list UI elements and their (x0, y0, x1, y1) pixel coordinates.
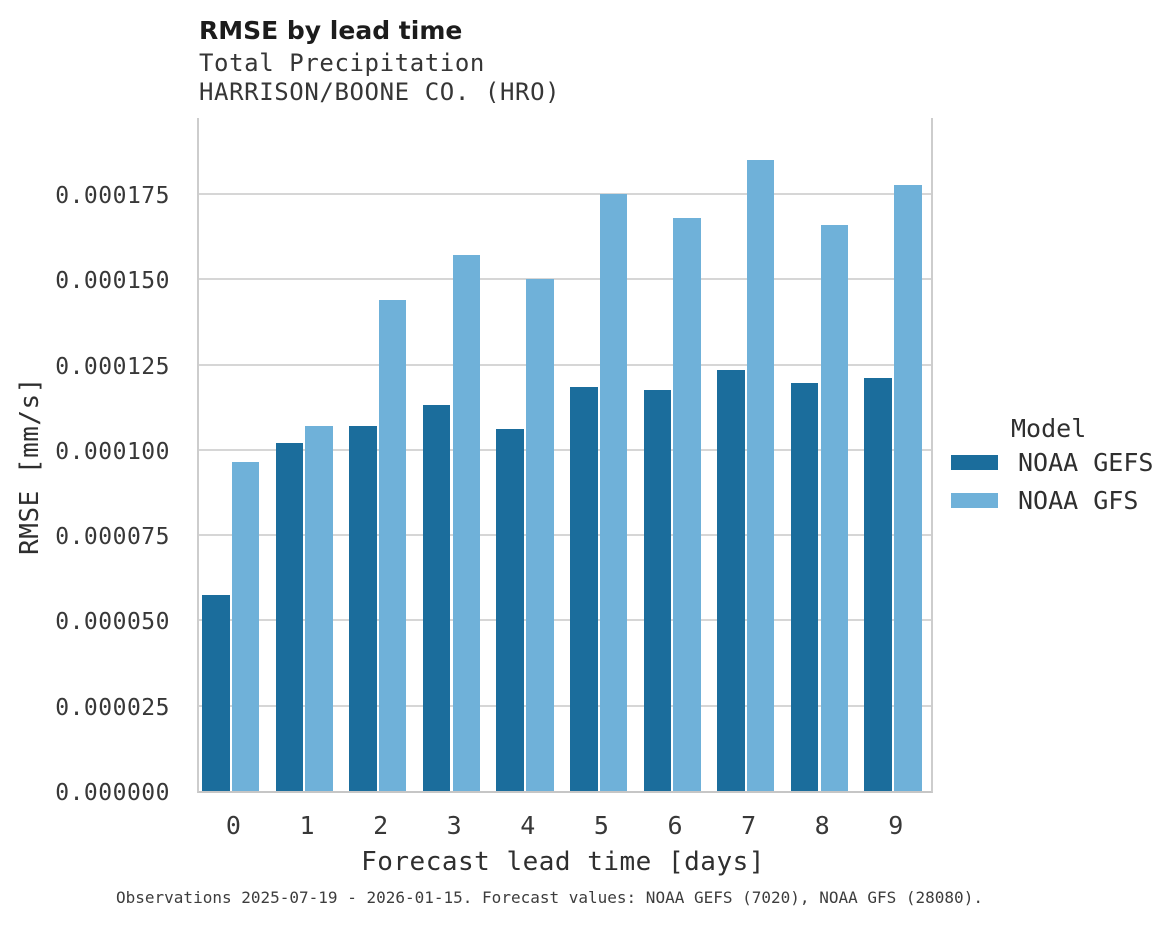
x-tick-label: 4 (520, 811, 536, 840)
gridline (199, 619, 931, 622)
y-tick-label: 0.000050 (55, 609, 170, 636)
bar-noaa-gefs (570, 387, 598, 791)
y-tick-label: 0.000100 (55, 438, 170, 465)
bar-noaa-gfs (599, 194, 628, 791)
bar-noaa-gfs (673, 218, 701, 791)
y-tick-label: 0.000175 (55, 182, 170, 209)
bar-noaa-gefs (202, 595, 230, 791)
bar-noaa-gefs (275, 443, 304, 791)
bar-noaa-gefs (349, 426, 377, 791)
x-tick-label: 8 (814, 811, 830, 840)
y-tick-label: 0.000075 (55, 524, 170, 551)
x-axis-label: Forecast lead time [days] (361, 847, 765, 877)
x-tick-label: 3 (446, 811, 462, 840)
legend-title: Model (1011, 414, 1087, 443)
y-tick-label: 0.000150 (55, 268, 170, 295)
legend-item-label: NOAA GEFS (1018, 448, 1154, 477)
bar-noaa-gefs (790, 383, 819, 791)
x-tick-label: 6 (667, 811, 683, 840)
chart-subtitle-station: HARRISON/BOONE CO. (HRO) (199, 78, 561, 106)
bar-noaa-gfs (305, 426, 333, 791)
y-tick-label: 0.000025 (55, 694, 170, 721)
bar-noaa-gfs (894, 185, 922, 791)
legend-item: NOAA GFS (951, 485, 1138, 516)
gridline (199, 704, 931, 707)
legend-swatch (951, 455, 998, 470)
bar-noaa-gefs (717, 370, 745, 791)
gridline (199, 192, 931, 195)
chart-title: RMSE by lead time (199, 16, 463, 45)
bar-noaa-gfs (820, 225, 848, 791)
bar-noaa-gfs (746, 160, 775, 791)
x-tick-label: 5 (593, 811, 609, 840)
legend-swatch (951, 492, 998, 508)
bar-noaa-gefs (643, 390, 672, 791)
plot-area (197, 118, 933, 793)
gridline (199, 534, 931, 537)
caption: Observations 2025-07-19 - 2026-01-15. Fo… (116, 888, 983, 907)
chart-subtitle-variable: Total Precipitation (199, 49, 485, 77)
y-tick-label: 0.000000 (55, 780, 170, 806)
bar-noaa-gfs (378, 300, 407, 791)
gridline (199, 278, 931, 281)
bar-noaa-gefs (864, 378, 892, 791)
x-tick-label: 7 (741, 811, 757, 840)
x-tick-label: 9 (888, 811, 904, 840)
bar-noaa-gfs (452, 255, 480, 791)
y-tick-label: 0.000125 (55, 353, 170, 380)
x-tick-label: 0 (225, 811, 241, 840)
bar-noaa-gfs (231, 462, 260, 791)
x-tick-label: 2 (373, 811, 389, 840)
bar-noaa-gefs (422, 405, 451, 791)
x-tick-label: 1 (299, 811, 315, 840)
legend-item-label: NOAA GFS (1018, 485, 1139, 515)
legend-item: NOAA GEFS (951, 447, 1153, 478)
bar-noaa-gfs (526, 279, 554, 791)
gridline (199, 363, 931, 366)
bar-noaa-gefs (496, 429, 524, 791)
gridline (199, 448, 931, 451)
